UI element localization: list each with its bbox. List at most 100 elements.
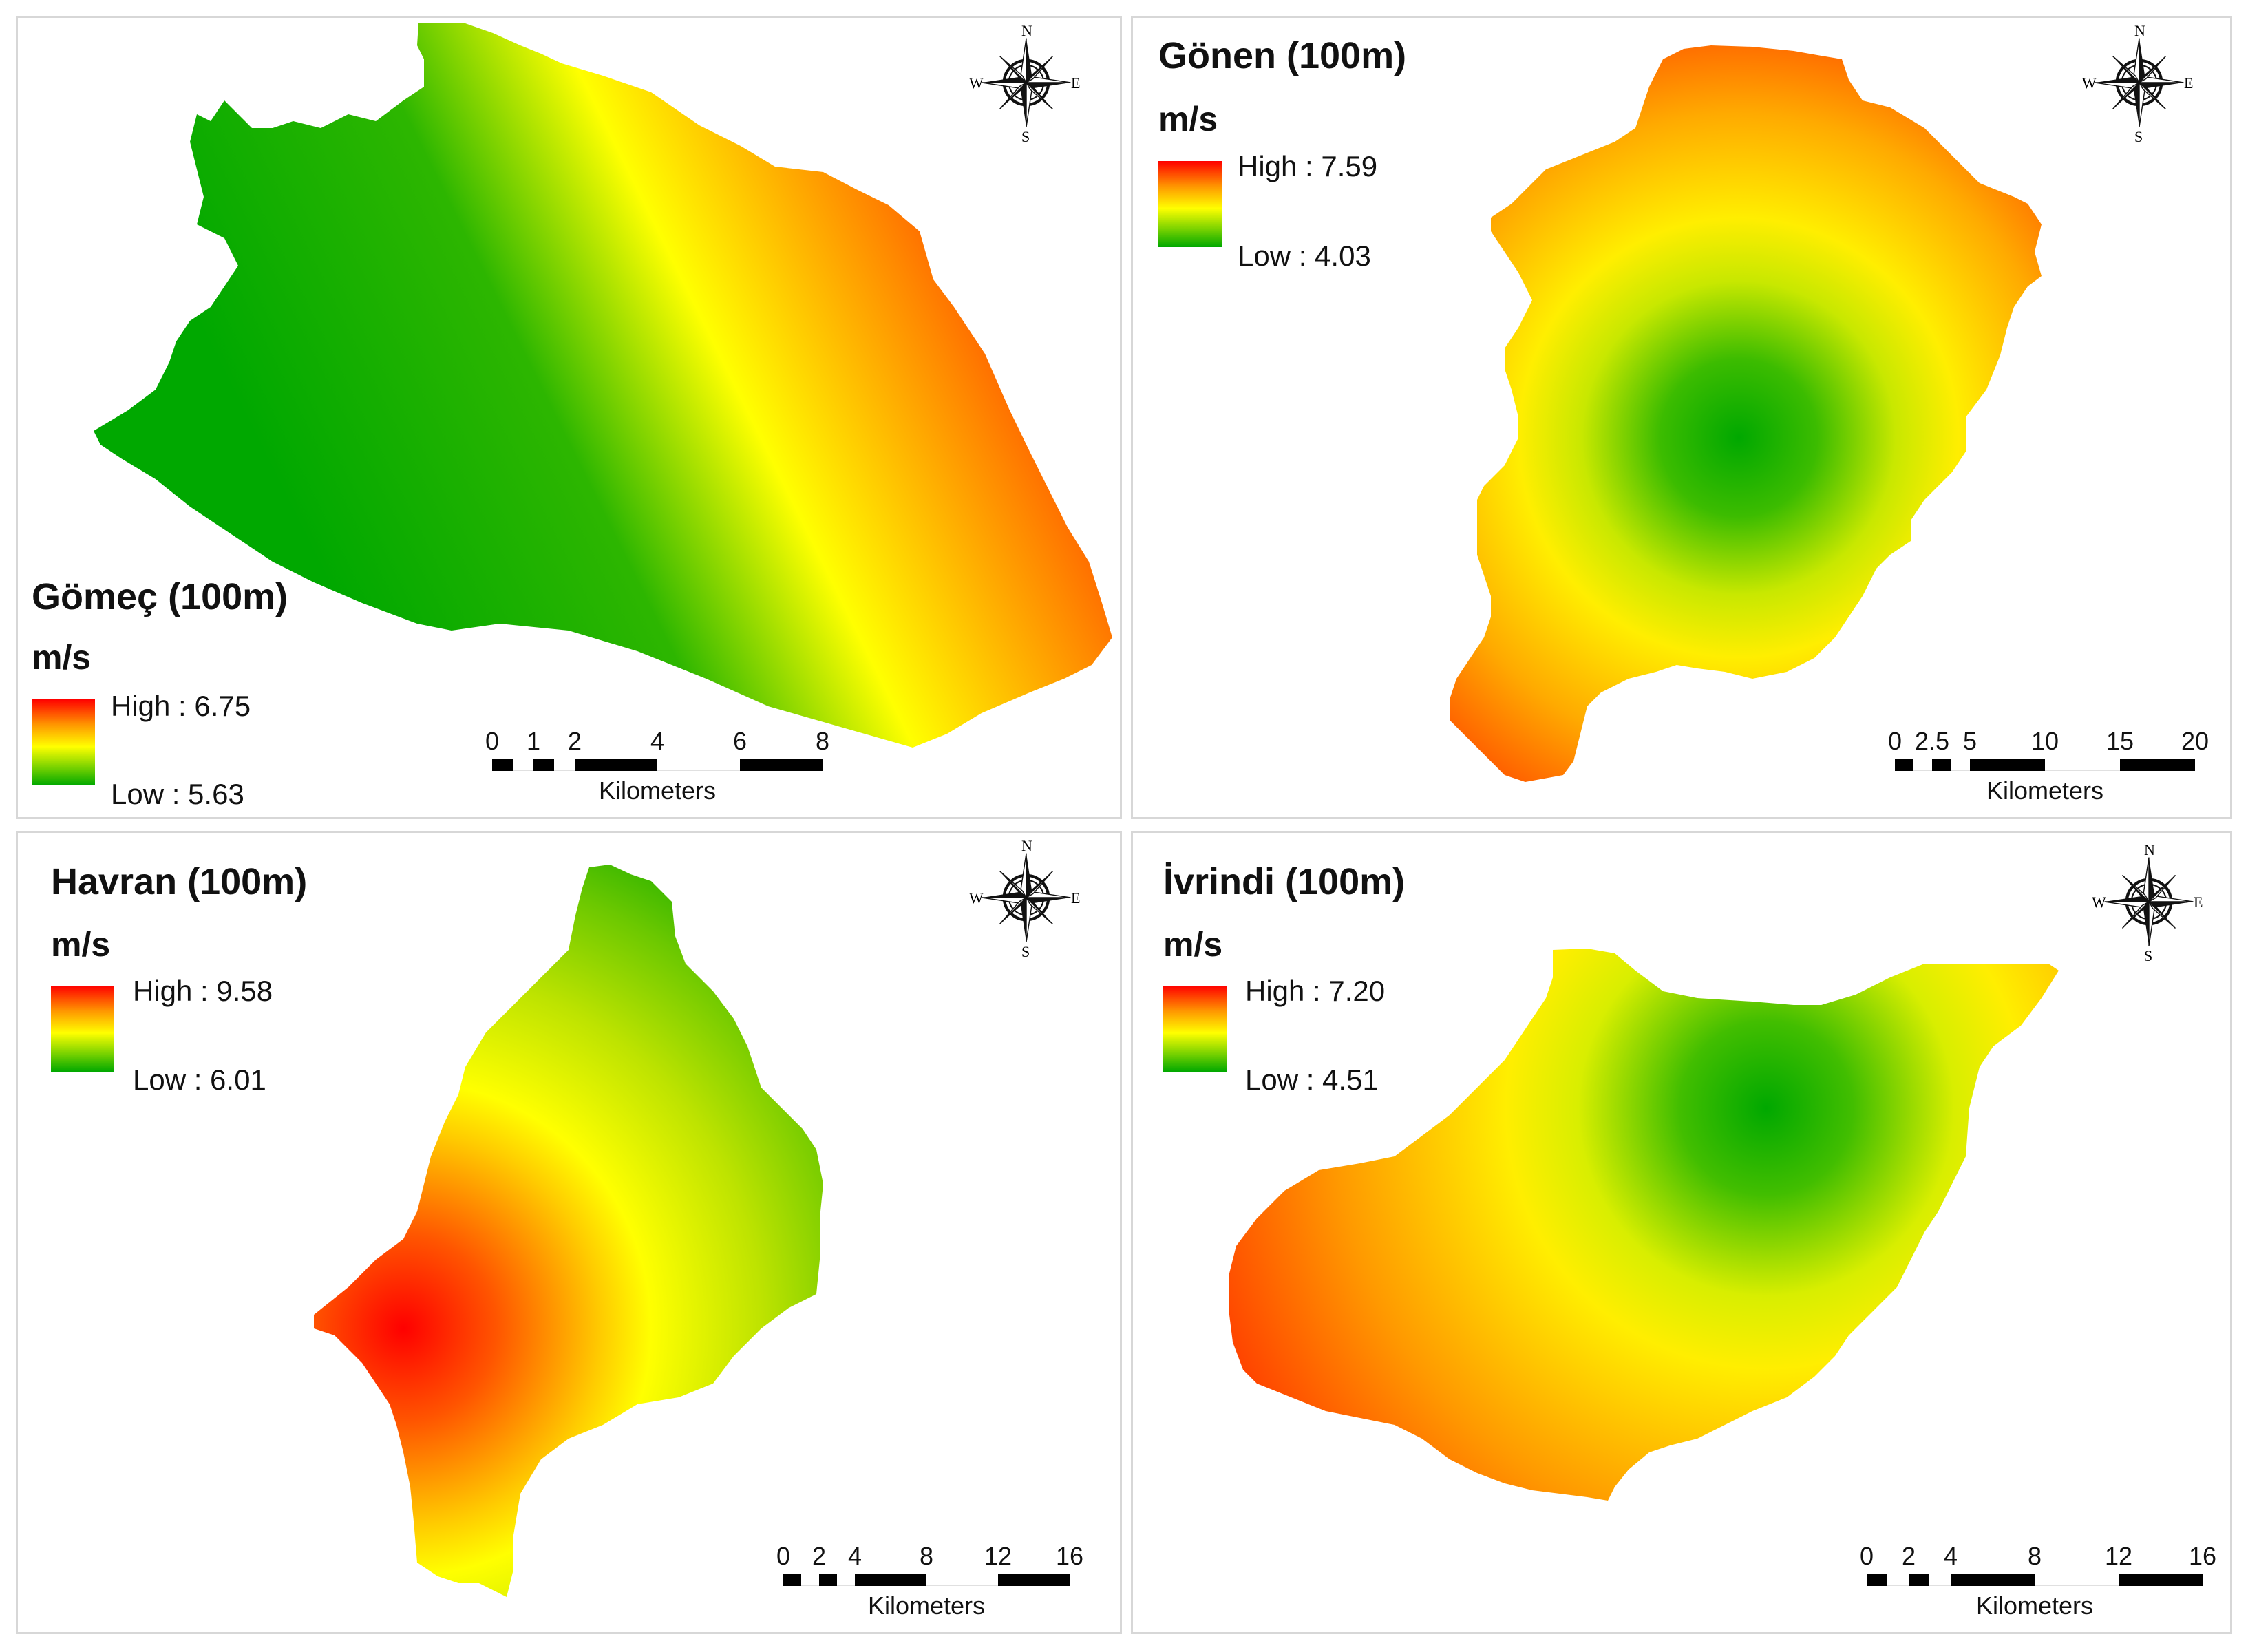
compass-n: N bbox=[1021, 837, 1032, 854]
map-title: İvrindi (100m) bbox=[1163, 861, 1406, 902]
scale-unit: Kilometers bbox=[598, 776, 717, 805]
scale-tick: 8 bbox=[2027, 1542, 2042, 1570]
legend-unit: m/s bbox=[1163, 925, 1223, 964]
scale-tick: 0 bbox=[485, 727, 500, 755]
legend-low-label: Low : 5.63 bbox=[111, 778, 244, 810]
map-panel-gomec: Gömeç (100m) m/s High : 6.75 Low : 5.63 … bbox=[16, 16, 1122, 819]
scale-seg bbox=[2120, 759, 2195, 771]
scale-tick: 5 bbox=[1962, 727, 1977, 755]
legend-color-ramp bbox=[1158, 161, 1222, 247]
scale-unit: Kilometers bbox=[1986, 776, 2104, 805]
compass-w: W bbox=[2092, 893, 2106, 911]
scale-tick: 2 bbox=[1901, 1542, 1916, 1570]
north-arrow-compass: N S E W bbox=[2081, 22, 2205, 149]
compass-w: W bbox=[969, 889, 984, 907]
scale-tick: 4 bbox=[847, 1542, 862, 1570]
compass-n: N bbox=[1021, 22, 1032, 39]
compass-s: S bbox=[1021, 128, 1030, 145]
district-shape-gonen bbox=[1450, 45, 2042, 782]
map-title: Havran (100m) bbox=[51, 861, 308, 902]
scale-tick: 15 bbox=[2106, 727, 2134, 755]
scale-tick: 0 bbox=[1887, 727, 1902, 755]
scale-tick: 2 bbox=[567, 727, 582, 755]
district-map-gomec bbox=[94, 23, 1112, 748]
compass-s: S bbox=[2144, 947, 2153, 964]
scale-unit: Kilometers bbox=[1975, 1591, 2094, 1620]
north-arrow-compass: N S E W bbox=[968, 22, 1092, 149]
scale-seg bbox=[740, 759, 823, 771]
scale-seg bbox=[1909, 1574, 1929, 1586]
legend-low-label: Low : 4.03 bbox=[1238, 240, 1371, 272]
legend-low-label: Low : 6.01 bbox=[133, 1063, 266, 1096]
scale-seg bbox=[533, 759, 554, 771]
map-title: Gömeç (100m) bbox=[32, 576, 288, 617]
scale-bar: 0 2 4 8 12 16 Kilometers bbox=[1860, 1542, 2216, 1620]
legend-low-label: Low : 4.51 bbox=[1245, 1063, 1379, 1096]
map-title: Gönen (100m) bbox=[1158, 35, 1407, 76]
compass-s: S bbox=[2134, 128, 2143, 145]
district-map-ivrindi bbox=[1229, 949, 2059, 1501]
scale-seg bbox=[1970, 759, 2045, 771]
scale-tick: 10 bbox=[2030, 727, 2059, 755]
district-map-gonen bbox=[1450, 45, 2042, 782]
scale-seg bbox=[575, 759, 657, 771]
scale-bar: 0 2 4 8 12 16 Kilometers bbox=[776, 1542, 1083, 1620]
scale-seg bbox=[1932, 759, 1951, 771]
compass-w: W bbox=[2082, 74, 2097, 92]
compass-w: W bbox=[969, 74, 984, 92]
legend-high-label: High : 7.20 bbox=[1245, 975, 1386, 1007]
compass-n: N bbox=[2134, 22, 2145, 39]
scale-seg bbox=[1951, 1574, 2035, 1586]
scale-seg bbox=[855, 1574, 926, 1586]
district-shape-havran bbox=[314, 865, 823, 1597]
scale-seg bbox=[1895, 759, 1913, 771]
scale-tick: 2 bbox=[812, 1542, 827, 1570]
compass-e: E bbox=[2194, 893, 2203, 911]
scale-tick: 8 bbox=[815, 727, 830, 755]
legend-unit: m/s bbox=[32, 638, 92, 677]
scale-seg bbox=[998, 1574, 1070, 1586]
compass-n: N bbox=[2144, 841, 2155, 858]
legend-high-label: High : 7.59 bbox=[1238, 150, 1378, 182]
scale-unit: Kilometers bbox=[867, 1591, 986, 1620]
scale-seg bbox=[819, 1574, 837, 1586]
scale-tick: 8 bbox=[919, 1542, 934, 1570]
scale-tick: 2.5 bbox=[1914, 727, 1950, 755]
scale-seg bbox=[2119, 1574, 2203, 1586]
compass-e: E bbox=[1071, 74, 1081, 92]
compass-s: S bbox=[1021, 943, 1030, 960]
legend-color-ramp bbox=[1163, 986, 1227, 1072]
district-shape-ivrindi bbox=[1229, 949, 2059, 1501]
legend-high-label: High : 9.58 bbox=[133, 975, 273, 1007]
map-panel-ivrindi: İvrindi (100m) m/s High : 7.20 Low : 4.5… bbox=[1131, 831, 2232, 1634]
scale-tick: 6 bbox=[732, 727, 747, 755]
compass-e: E bbox=[1071, 889, 1081, 907]
scale-tick: 20 bbox=[2181, 727, 2209, 755]
scale-bar: 0 1 2 4 6 8 Kilometers bbox=[485, 727, 829, 805]
legend-high-label: High : 6.75 bbox=[111, 690, 251, 722]
scale-tick: 16 bbox=[1055, 1542, 1084, 1570]
district-shape-gomec bbox=[94, 23, 1112, 748]
scale-tick: 0 bbox=[776, 1542, 791, 1570]
compass-e: E bbox=[2184, 74, 2194, 92]
scale-bar: 0 2.5 5 10 15 20 Kilometers bbox=[1888, 727, 2209, 805]
scale-tick: 4 bbox=[1943, 1542, 1958, 1570]
legend-color-ramp bbox=[32, 699, 95, 785]
north-arrow-compass: N S E W bbox=[2090, 841, 2214, 968]
scale-seg bbox=[783, 1574, 801, 1586]
scale-tick: 16 bbox=[2188, 1542, 2217, 1570]
district-map-havran bbox=[314, 865, 823, 1597]
legend-unit: m/s bbox=[1158, 100, 1218, 138]
scale-tick: 12 bbox=[2104, 1542, 2133, 1570]
scale-tick: 12 bbox=[984, 1542, 1012, 1570]
scale-tick: 1 bbox=[526, 727, 541, 755]
legend-color-ramp bbox=[51, 986, 114, 1072]
map-panel-havran: Havran (100m) m/s High : 9.58 Low : 6.01… bbox=[16, 831, 1122, 1634]
map-panel-gonen: Gönen (100m) m/s High : 7.59 Low : 4.03 … bbox=[1131, 16, 2232, 819]
legend-unit: m/s bbox=[51, 925, 111, 964]
scale-seg bbox=[1867, 1574, 1887, 1586]
scale-tick: 0 bbox=[1859, 1542, 1874, 1570]
scale-tick: 4 bbox=[650, 727, 665, 755]
scale-seg bbox=[492, 759, 513, 771]
north-arrow-compass: N S E W bbox=[968, 837, 1092, 964]
